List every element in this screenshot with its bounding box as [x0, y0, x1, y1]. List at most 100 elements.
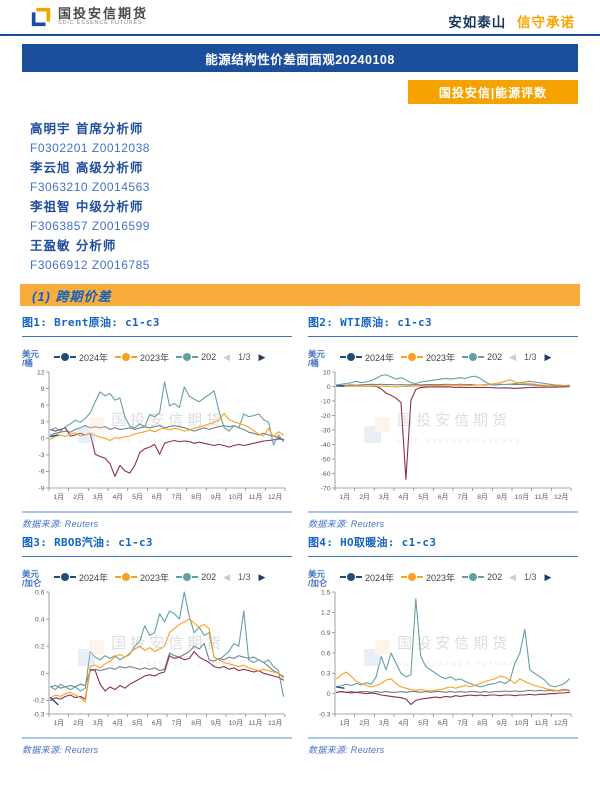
svg-text:-30: -30: [321, 427, 331, 434]
figure-1-title: 图1: Brent原油: c1-c3: [22, 314, 292, 337]
chart-legend: 2024年 2023年 202 ◀ 1/3 ▶: [340, 350, 578, 364]
svg-text:9月: 9月: [211, 719, 222, 727]
analyst-name: 王盈敏 分析师: [30, 238, 117, 253]
svg-text:7月: 7月: [458, 719, 469, 727]
svg-text:-0.3: -0.3: [33, 711, 45, 718]
y-axis-unit-label: 美元/加仑: [308, 569, 328, 588]
svg-text:6月: 6月: [152, 719, 163, 727]
svg-text:-3: -3: [38, 452, 44, 459]
legend-item: 2024年: [340, 351, 394, 364]
analyst-name: 李祖智 中级分析师: [30, 199, 144, 214]
svg-text:2月: 2月: [73, 493, 84, 501]
svg-text:0.2: 0.2: [35, 644, 45, 651]
legend-item: 202: [176, 572, 216, 582]
svg-text:0.6: 0.6: [321, 650, 331, 657]
figure-4-title: 图4: HO取暖油: c1-c3: [308, 534, 578, 557]
svg-text:-0.2: -0.2: [33, 698, 45, 705]
line-chart: 1.5 1.2 0.9 0.6 0.3 0 -0.3 1月 2月 3月 4月 5月 6月 7月 8月 9月 10…: [319, 589, 572, 727]
svg-text:10月: 10月: [515, 493, 529, 501]
svg-text:11月: 11月: [249, 719, 263, 727]
legend-item: 2024年: [54, 351, 108, 364]
report-title-bar: 能源结构性价差面面观20240108: [22, 44, 578, 72]
svg-text:10: 10: [323, 369, 331, 376]
y-axis-unit-label: 美元/加仑: [22, 569, 42, 588]
svg-text:1月: 1月: [340, 493, 351, 501]
legend-item: 2024年: [54, 571, 108, 584]
legend-page-next-button[interactable]: ▶: [258, 571, 266, 582]
legend-page-next-button[interactable]: ▶: [258, 351, 266, 362]
svg-text:6月: 6月: [438, 719, 449, 727]
svg-text:-40: -40: [321, 442, 331, 449]
line-chart: 10 0 -10 -20 -30 -40 -50 -60 -70 1月 2月 3月 4月 5月 6月 7月 8月…: [321, 369, 572, 501]
svg-text:0.9: 0.9: [321, 630, 331, 637]
chart-legend: 2024年 2023年 202 ◀ 1/3 ▶: [340, 570, 578, 584]
legend-item: 202: [462, 572, 502, 582]
analyst-codes: F3063210 Z0014563: [30, 179, 150, 194]
svg-text:0.6: 0.6: [35, 589, 45, 596]
line-chart: 12 9 6 3 0 -3 -6 -9 1月 2月 3月 4月 5月 6月 7月 8月 9月 10月 11月 12月: [37, 369, 286, 501]
legend-page-indicator: 1/3: [238, 352, 251, 362]
chart-plot-area: 美元/加仑 国投安信期货 SDIC ESSENCE FUTURES 1.5 1.2 0…: [308, 570, 578, 732]
figure-2-title: 图2: WTI原油: c1-c3: [308, 314, 578, 337]
legend-page-indicator: 1/3: [524, 572, 537, 582]
svg-text:9: 9: [41, 386, 45, 393]
figure-3-block: 图3: RBOB汽油: c1-c3 2024年 2023年 202 ◀ 1/3 ▶ 美元 /…: [22, 534, 292, 756]
svg-text:8月: 8月: [191, 719, 202, 727]
chart-plot-area: 美元/加仑 国投安信期货 SDIC ESSENCE FUTURES 0.6 0.4 0…: [22, 570, 292, 732]
svg-text:8月: 8月: [477, 719, 488, 727]
legend-page-prev-button[interactable]: ◀: [223, 351, 231, 362]
legend-page-prev-button[interactable]: ◀: [509, 351, 517, 362]
legend-page-indicator: 1/3: [238, 572, 251, 582]
svg-text:11月: 11月: [535, 493, 549, 501]
svg-text:-60: -60: [321, 471, 331, 478]
legend-page-prev-button[interactable]: ◀: [223, 571, 231, 582]
legend-page-next-button[interactable]: ▶: [544, 351, 552, 362]
data-source-label: 数据来源: Reuters: [22, 745, 99, 755]
svg-text:9月: 9月: [211, 493, 222, 501]
figure-3-title: 图3: RBOB汽油: c1-c3: [22, 534, 292, 557]
legend-page-prev-button[interactable]: ◀: [509, 571, 517, 582]
svg-text:8月: 8月: [191, 493, 202, 501]
section-header: (1) 跨期价差: [20, 284, 580, 306]
svg-text:6月: 6月: [152, 493, 163, 501]
analyst-name: 高明宇 首席分析师: [30, 121, 144, 136]
svg-text:-0.3: -0.3: [319, 711, 331, 718]
svg-text:7月: 7月: [458, 493, 469, 501]
svg-text:5月: 5月: [132, 493, 143, 501]
legend-page-next-button[interactable]: ▶: [544, 571, 552, 582]
svg-text:0: 0: [327, 691, 331, 698]
slogan-orange: 信守承诺: [517, 15, 575, 30]
svg-text:12月: 12月: [268, 719, 282, 727]
legend-item: 2023年: [401, 351, 455, 364]
svg-text:5月: 5月: [418, 719, 429, 727]
svg-text:6月: 6月: [438, 493, 449, 501]
svg-text:12月: 12月: [268, 493, 282, 501]
svg-text:1月: 1月: [54, 719, 65, 727]
svg-text:4月: 4月: [113, 719, 124, 727]
svg-text:4月: 4月: [113, 493, 124, 501]
svg-text:2月: 2月: [359, 493, 370, 501]
svg-text:5月: 5月: [418, 493, 429, 501]
svg-text:4月: 4月: [399, 493, 410, 501]
slogan-blue: 安如泰山: [448, 15, 507, 30]
svg-text:11月: 11月: [249, 493, 263, 501]
page-header: 国投安信期货 SDIC ESSENCE FUTURES 安如泰山 信守承诺: [0, 0, 600, 36]
brand-badge: 国投安信|能源评数: [408, 80, 578, 104]
analyst-codes: F3063857 Z0016599: [30, 218, 150, 233]
chart-plot-area: 美元/桶 国投安信期货 SDIC ESSENCE FUTURES 12 9 6 3 0 -3…: [22, 350, 292, 506]
chart-divider: [22, 511, 292, 513]
svg-text:12月: 12月: [554, 719, 568, 727]
y-axis-unit-label: 美元/桶: [22, 349, 40, 368]
svg-text:9月: 9月: [497, 719, 508, 727]
data-source-label: 数据来源: Reuters: [22, 519, 99, 529]
svg-text:1月: 1月: [340, 719, 351, 727]
svg-text:-10: -10: [321, 398, 331, 405]
company-logo: 国投安信期货 SDIC ESSENCE FUTURES: [30, 6, 148, 28]
data-source-label: 数据来源: Reuters: [308, 519, 385, 529]
svg-text:3月: 3月: [93, 719, 104, 727]
svg-text:4月: 4月: [399, 719, 410, 727]
svg-text:5月: 5月: [132, 719, 143, 727]
svg-text:7月: 7月: [172, 493, 183, 501]
analyst-list: 高明宇 首席分析师 F0302201 Z0012038 李云旭 高级分析师 F3…: [30, 119, 600, 275]
svg-text:11月: 11月: [535, 719, 549, 727]
